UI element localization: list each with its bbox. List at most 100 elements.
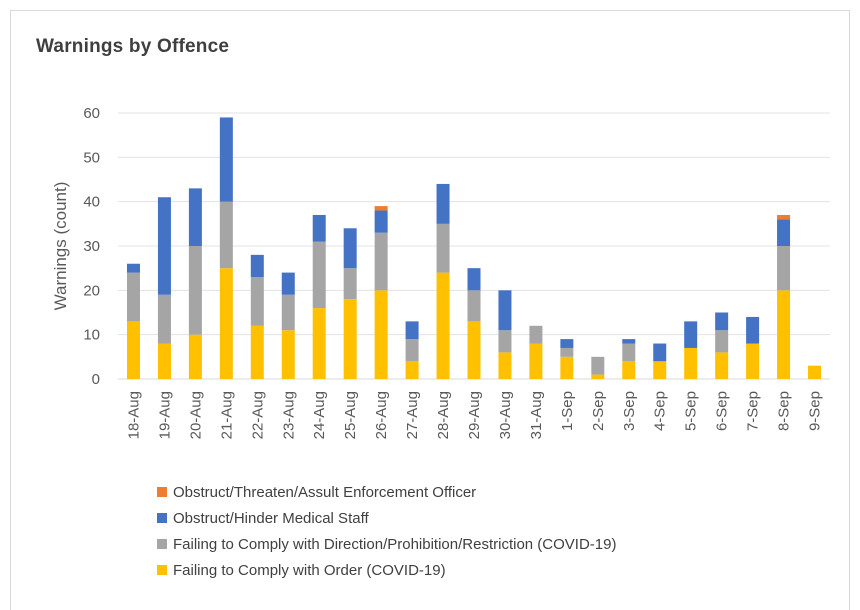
bar-segment <box>591 374 605 379</box>
x-tick-label: 5-Sep <box>683 391 700 431</box>
x-tick-label: 19-Aug <box>156 391 173 439</box>
legend-item: Obstruct/Hinder Medical Staff <box>157 506 616 532</box>
bar-segment <box>374 206 388 211</box>
bar-segment <box>374 210 388 233</box>
x-tick-label: 20-Aug <box>187 391 204 439</box>
y-tick-label: 10 <box>83 327 100 344</box>
bar-segment <box>157 197 171 295</box>
x-tick-label: 7-Sep <box>745 391 762 431</box>
bar-segment <box>622 343 636 362</box>
bar-segment <box>746 316 760 344</box>
bar-segment <box>250 325 264 379</box>
bar-segment <box>777 246 791 291</box>
bar-segment <box>343 268 357 300</box>
y-axis-label: Warnings (count) <box>51 182 70 311</box>
x-tick-label: 6-Sep <box>714 391 731 431</box>
x-tick-label: 25-Aug <box>342 391 359 439</box>
legend: Obstruct/Threaten/Assult Enforcement Off… <box>157 480 616 584</box>
bar-segment <box>250 277 264 326</box>
bar-segment <box>622 339 636 344</box>
bar-segment <box>188 246 202 335</box>
legend-item: Failing to Comply with Direction/Prohibi… <box>157 532 616 558</box>
bar-segment <box>126 263 140 273</box>
bar-segment <box>653 343 667 362</box>
bar-segment <box>560 347 574 357</box>
bar-segment <box>281 294 295 331</box>
x-tick-label: 29-Aug <box>466 391 483 439</box>
x-tick-label: 2-Sep <box>590 391 607 431</box>
legend-item: Obstruct/Threaten/Assult Enforcement Off… <box>157 480 616 506</box>
legend-swatch <box>157 565 167 576</box>
bar-segment <box>312 308 326 379</box>
x-tick-label: 8-Sep <box>776 391 793 431</box>
bar-segment <box>281 272 295 295</box>
bar-segment <box>467 268 481 291</box>
bar-segment <box>498 290 512 331</box>
bar-segment <box>498 330 512 353</box>
bar-segment <box>219 201 233 269</box>
bar-segment <box>405 321 419 340</box>
bar-segment <box>560 339 574 348</box>
bar-segment <box>591 356 605 375</box>
bar-segment <box>374 290 388 379</box>
y-tick-label: 50 <box>83 149 100 166</box>
x-tick-label: 30-Aug <box>497 391 514 439</box>
legend-item: Failing to Comply with Order (COVID-19) <box>157 558 616 584</box>
bar-segment <box>498 352 512 379</box>
bar-segment <box>281 330 295 379</box>
bar-segment <box>436 183 450 224</box>
legend-swatch <box>157 487 167 498</box>
chart-title: Warnings by Offence <box>36 36 230 57</box>
bar-segment <box>405 361 419 379</box>
legend-swatch <box>157 513 167 524</box>
legend-label: Obstruct/Hinder Medical Staff <box>173 510 369 527</box>
bar-segment <box>560 356 574 379</box>
bar-segment <box>188 334 202 379</box>
x-tick-label: 18-Aug <box>125 391 142 439</box>
x-tick-label: 22-Aug <box>249 391 266 439</box>
x-tick-label: 3-Sep <box>621 391 638 431</box>
bar-segment <box>777 290 791 379</box>
x-tick-label: 26-Aug <box>373 391 390 439</box>
x-axis-ticks: 18-Aug 19-Aug 20-Aug 21-Aug 22-Aug 23-Aug 24-A… <box>125 391 823 439</box>
y-axis-ticks: 0 10 20 30 40 50 60 <box>83 105 100 388</box>
bar-segment <box>436 272 450 379</box>
x-tick-label: 23-Aug <box>280 391 297 439</box>
bar-segment <box>622 361 636 379</box>
bar-segment <box>467 321 481 379</box>
bar-segment <box>250 254 264 278</box>
bar-segment <box>467 290 481 322</box>
y-tick-label: 40 <box>83 194 100 211</box>
bars <box>126 117 822 379</box>
y-tick-label: 60 <box>83 105 100 122</box>
x-tick-label: 21-Aug <box>218 391 235 439</box>
x-tick-label: 9-Sep <box>807 391 824 431</box>
bar-segment <box>157 343 171 379</box>
x-tick-label: 1-Sep <box>559 391 576 431</box>
bar-segment <box>777 219 791 246</box>
x-tick-label: 24-Aug <box>311 391 328 439</box>
bar-segment <box>126 272 140 322</box>
bar-segment <box>715 352 729 379</box>
x-tick-label: 28-Aug <box>435 391 452 439</box>
bar-segment <box>529 325 543 344</box>
bar-segment <box>808 365 822 379</box>
x-tick-label: 4-Sep <box>652 391 669 431</box>
legend-swatch <box>157 539 167 550</box>
bar-segment <box>715 330 729 353</box>
bar-segment <box>343 228 357 269</box>
bar-segment <box>157 294 171 344</box>
bar-segment <box>312 214 326 242</box>
bar-segment <box>436 223 450 273</box>
bar-segment <box>684 321 698 348</box>
bar-segment <box>343 299 357 379</box>
x-tick-label: 27-Aug <box>404 391 421 439</box>
legend-label: Failing to Comply with Direction/Prohibi… <box>173 536 617 553</box>
bar-segment <box>374 232 388 291</box>
bar-segment <box>219 268 233 379</box>
y-tick-label: 0 <box>92 371 100 388</box>
bar-segment <box>684 347 698 379</box>
x-tick-label: 31-Aug <box>528 391 545 439</box>
y-tick-label: 20 <box>83 282 100 299</box>
